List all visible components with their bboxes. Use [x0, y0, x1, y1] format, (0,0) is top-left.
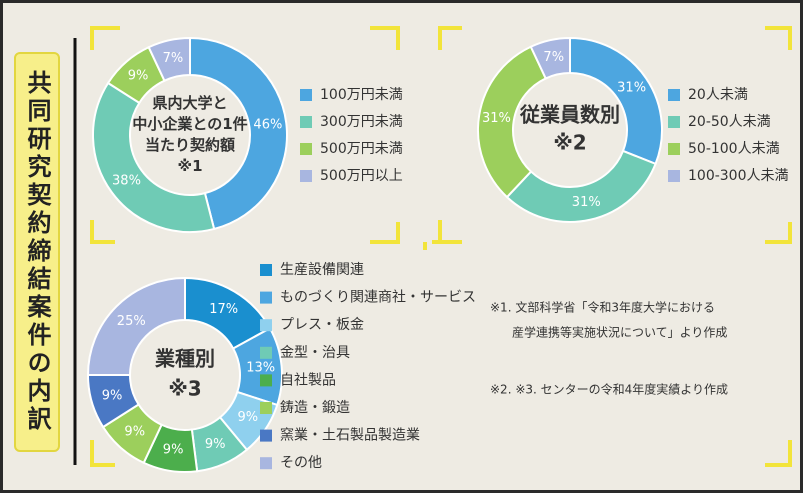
legend-swatch	[668, 143, 680, 155]
legend-label: 20人未満	[688, 87, 748, 103]
value-label: 9%	[124, 425, 145, 440]
donut-segment	[86, 276, 186, 376]
legend-label: 100-300人未満	[688, 168, 789, 184]
legend-swatch	[668, 89, 680, 101]
center-label: 県内大学と	[152, 94, 227, 112]
legend-label: 500万円未満	[320, 141, 403, 157]
legend-label: 300万円未満	[320, 114, 403, 130]
legend-swatch	[260, 346, 272, 359]
donut-segment	[505, 149, 657, 223]
legend-label: 生産設備関連	[280, 262, 364, 278]
legend-label: 50-100人未満	[688, 141, 780, 157]
note: ※2. ※3. センターの令和4年度実績より作成	[490, 382, 728, 397]
legend-swatch	[668, 116, 680, 128]
legend-label: 窯業・土石製品製造業	[280, 427, 420, 444]
note: 産学連携等実施状況について」より作成	[512, 325, 727, 340]
legend-swatch	[668, 170, 680, 182]
value-label: 13%	[246, 360, 275, 375]
value-label: 17%	[209, 302, 238, 317]
legend-label: 20-50人未満	[688, 114, 771, 130]
donut-segment	[147, 36, 191, 83]
donut-segment	[189, 36, 289, 231]
legend-swatch	[260, 429, 272, 442]
value-label: 31%	[572, 195, 601, 210]
legend-label: ものづくり関連商社・サービス	[280, 290, 476, 306]
value-label: 31%	[617, 81, 646, 96]
legend-label: その他	[280, 455, 322, 471]
value-label: 25%	[117, 314, 146, 329]
center-label: 当たり契約額	[145, 136, 235, 154]
legend-swatch	[260, 291, 272, 304]
legend-swatch	[260, 264, 272, 276]
value-label: 9%	[238, 410, 259, 425]
legend-label: 500万円以上	[320, 168, 403, 184]
center-label: ※3	[168, 377, 201, 401]
value-label: 9%	[128, 69, 149, 84]
legend-swatch	[260, 319, 272, 332]
title: 共同研究契約締結案件の内訳	[14, 52, 60, 452]
value-label: 9%	[163, 443, 184, 458]
legend-label: 金型・治具	[280, 345, 350, 361]
value-label: 9%	[205, 437, 226, 452]
legend-label: 自社製品	[280, 372, 336, 388]
legend-label: 鋳造・鍛造	[280, 399, 350, 416]
legend-swatch	[300, 116, 312, 128]
donut-segment	[569, 36, 663, 166]
center-label: 中小企業との1件	[132, 115, 247, 133]
legend-swatch	[300, 170, 312, 182]
corner-marks	[90, 26, 792, 467]
value-label: 46%	[253, 118, 282, 133]
center-label: ※1	[177, 157, 202, 175]
legend-swatch	[260, 402, 272, 414]
legend-label: プレス・板金	[280, 317, 364, 333]
value-label: 7%	[163, 51, 184, 66]
center-label: ※2	[553, 131, 586, 155]
legend-swatch	[300, 89, 312, 101]
donut-segment	[92, 81, 216, 233]
legend-swatch	[300, 143, 312, 155]
donut-segment	[529, 36, 571, 80]
center-label: 業種別	[155, 347, 215, 371]
legend-swatch	[260, 374, 272, 387]
value-label: 31%	[482, 111, 511, 126]
legend-swatch	[260, 457, 272, 470]
note: ※1. 文部科学省「令和3年度大学における	[490, 300, 715, 315]
value-label: 38%	[112, 174, 141, 189]
value-label: 9%	[102, 389, 123, 404]
legend-label: 100万円未満	[320, 87, 403, 103]
value-label: 7%	[543, 50, 564, 65]
center-label: 従業員数別	[519, 103, 620, 127]
donut-segment	[477, 45, 548, 199]
